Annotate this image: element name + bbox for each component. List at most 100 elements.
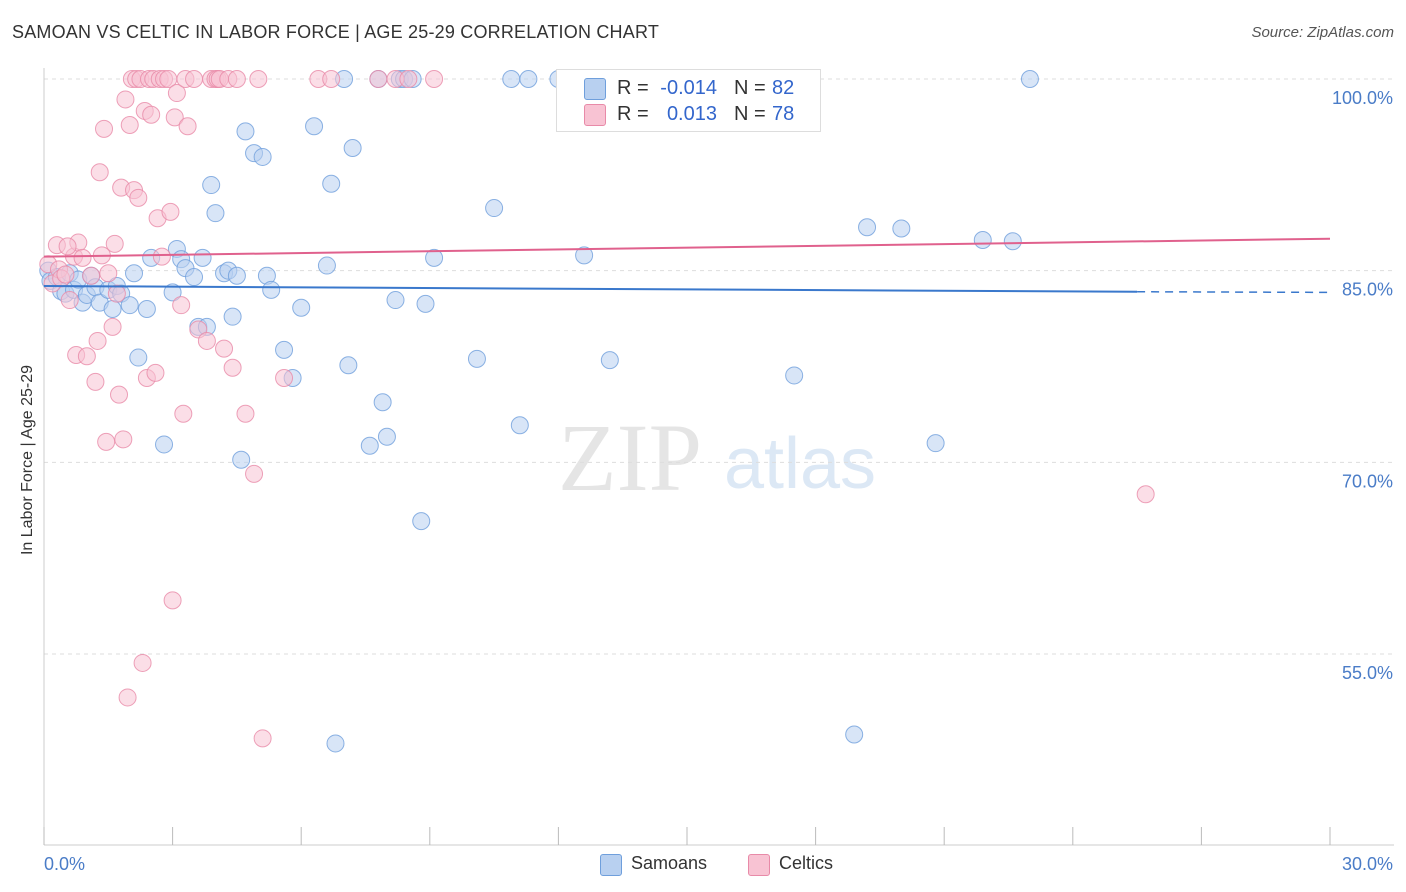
celtics-point <box>142 105 161 124</box>
series-legend: Samoans Celtics <box>0 852 1406 878</box>
samoans-point <box>253 147 272 166</box>
celtics-point <box>114 430 133 449</box>
tick-labels: 100.0% 85.0% 70.0% 55.0% 0.0% 30.0% <box>44 88 1393 874</box>
celtics-point <box>129 188 148 207</box>
celtics-point <box>58 237 77 256</box>
samoans-point <box>227 266 246 285</box>
samoans-point <box>785 366 804 385</box>
legend-r-label: R = <box>617 77 649 99</box>
celtics-point <box>82 266 101 285</box>
celtics-point <box>178 117 197 136</box>
x-tick-label: 0.0% <box>44 854 85 874</box>
samoans-point <box>137 300 156 318</box>
source-label: Source: ZipAtlas.com <box>1251 24 1394 41</box>
samoans-point <box>343 139 362 157</box>
celtics-point <box>110 385 129 404</box>
celtics-point <box>86 372 105 391</box>
samoans-point <box>317 256 336 275</box>
celtics-point <box>369 70 388 88</box>
samoans-point <box>236 122 255 141</box>
samoans-point <box>412 512 431 531</box>
celtics-point <box>399 70 418 88</box>
samoans-point <box>502 70 521 88</box>
legend-label-samoans: Samoans <box>631 853 708 873</box>
watermark-atlas: atlas <box>724 424 876 504</box>
legend-r-value: -0.014 <box>660 77 717 99</box>
samoans-point <box>485 199 504 218</box>
legend-n-value: 78 <box>772 103 795 125</box>
samoans-point <box>519 70 538 88</box>
samoans-point <box>373 393 392 412</box>
legend-r-label: R = <box>617 103 649 125</box>
celtics-point <box>116 90 135 109</box>
legend-row-samoans: R = -0.014 N = 82 <box>557 76 820 100</box>
celtics-point <box>253 729 272 748</box>
samoans-point <box>973 231 992 249</box>
samoans-swatch <box>584 78 606 100</box>
celtics-swatch <box>748 854 770 876</box>
samoans-point <box>223 307 242 326</box>
celtics-point <box>163 591 182 610</box>
samoans-point <box>377 427 396 446</box>
samoans-point <box>155 435 174 454</box>
celtics-point <box>215 339 234 358</box>
legend-label-celtics: Celtics <box>779 853 834 873</box>
samoans-point <box>510 416 529 435</box>
samoans-point <box>262 280 281 299</box>
legend-n-label: N = <box>734 77 766 99</box>
samoans-point <box>322 174 341 193</box>
chart-title: SAMOAN VS CELTIC IN LABOR FORCE | AGE 25… <box>12 22 660 42</box>
samoans-point <box>292 298 311 317</box>
celtics-point <box>152 247 171 266</box>
celtics-point <box>425 70 444 88</box>
celtics-point <box>1136 485 1155 504</box>
y-tick-label: 55.0% <box>1342 663 1393 683</box>
trend-lines <box>43 237 1331 294</box>
y-tick-label: 100.0% <box>1332 88 1393 108</box>
celtics-point <box>97 432 116 451</box>
samoans-point <box>360 436 379 455</box>
celtics-point <box>197 331 216 350</box>
celtics-point <box>120 116 139 134</box>
watermark-zip: ZIP <box>558 404 702 511</box>
celtics-trend-line <box>43 237 1331 258</box>
celtics-point <box>118 688 137 707</box>
samoans-point <box>125 264 144 283</box>
celtics-point <box>161 202 180 221</box>
samoans-point <box>206 204 225 223</box>
samoans-point <box>926 434 945 453</box>
celtics-point <box>77 347 96 366</box>
samoans-point <box>305 117 324 136</box>
samoans-point <box>326 734 345 753</box>
legend-n-label: N = <box>734 103 766 125</box>
samoans-point <box>185 268 204 287</box>
watermark: ZIP atlas <box>558 404 876 511</box>
samoans-point <box>339 356 358 375</box>
samoans-trend-extension <box>1137 291 1331 294</box>
y-axis-label: In Labor Force | Age 25-29 <box>19 364 36 556</box>
celtics-point <box>90 163 109 182</box>
gridlines <box>44 78 1394 655</box>
celtics-point <box>174 404 193 423</box>
samoans-point <box>193 248 212 267</box>
celtics-point <box>322 70 341 88</box>
samoans-point <box>1020 70 1039 88</box>
samoans-point <box>858 218 877 237</box>
samoans-point <box>202 176 221 195</box>
celtics-point <box>227 70 246 88</box>
samoans-point <box>845 725 864 744</box>
celtics-point <box>95 119 114 138</box>
celtics-point <box>60 291 79 310</box>
samoans-point <box>600 351 619 370</box>
y-tick-label: 70.0% <box>1342 471 1393 491</box>
legend-r-value: 0.013 <box>666 103 717 125</box>
celtics-point <box>245 464 264 483</box>
celtics-point <box>105 234 124 253</box>
celtics-point <box>73 248 92 267</box>
celtics-point <box>223 358 242 377</box>
samoans-swatch <box>600 854 622 876</box>
celtics-point <box>172 296 191 315</box>
axes <box>43 68 1394 846</box>
correlation-legend: R = -0.014 N = 82 R = 0.013 N = 78 <box>556 69 821 132</box>
